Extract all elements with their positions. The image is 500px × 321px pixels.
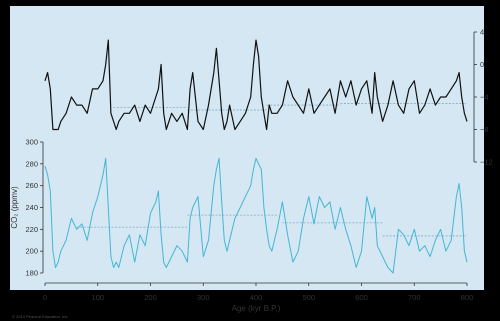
chart-panel <box>10 6 484 290</box>
temperature-tick-label: −4 <box>480 93 489 102</box>
co2-tick-label: 180 <box>25 269 38 278</box>
x-tick-label: 200 <box>144 293 157 302</box>
x-tick-label: 0 <box>43 293 47 302</box>
co2-tick-label: 220 <box>25 225 38 234</box>
x-tick-label: 400 <box>250 293 263 302</box>
x-tick-label: 500 <box>302 293 315 302</box>
x-axis: 0 100 200 300 400 500 600 700 800 <box>43 282 474 302</box>
co2-tick-label: 240 <box>25 203 38 212</box>
x-tick-label: 100 <box>91 293 104 302</box>
co2-series-line <box>44 157 468 274</box>
co2-tick-label: 200 <box>25 247 38 256</box>
x-tick-label: 300 <box>197 293 210 302</box>
co2-tick-label: 260 <box>25 181 38 190</box>
x-tick-label: 800 <box>461 293 474 302</box>
x-tick-label: 700 <box>408 293 421 302</box>
copyright-credit: © 2014 Pearson Education, Inc. <box>12 314 69 319</box>
co2-mean-lines <box>76 214 467 237</box>
co2-tick-label: 280 <box>25 159 38 168</box>
x-tick-label: 600 <box>355 293 368 302</box>
co2-tick-label: 300 <box>25 138 38 147</box>
x-axis-label: Age (kyr B.P.) <box>232 304 281 313</box>
temperature-tick-label: −12 <box>480 158 493 167</box>
co2-axis-label: CO₂ (ppmv) <box>10 186 19 229</box>
temperature-series-line <box>44 39 468 131</box>
temperature-y-axis: 4 0 −4 −8 −12 <box>473 28 493 167</box>
temperature-tick-label: 0 <box>480 60 484 69</box>
temperature-tick-label: 4 <box>480 28 484 37</box>
temperature-mean-lines <box>113 103 467 111</box>
temperature-tick-label: −8 <box>480 125 489 134</box>
co2-y-axis: 300 280 260 240 220 200 180 <box>25 138 44 278</box>
